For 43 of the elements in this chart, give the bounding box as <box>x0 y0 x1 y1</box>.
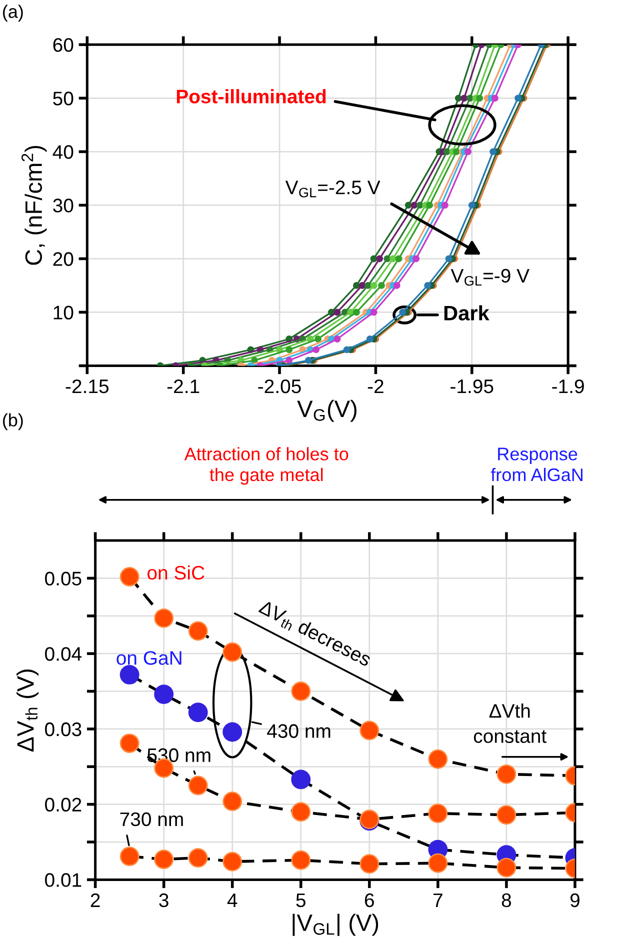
y-tick-label: 30 <box>53 198 74 212</box>
x-tick-label: -2.05 <box>258 379 301 394</box>
y-tick-label: 0.03 <box>45 722 82 736</box>
annotation: ΔV$_{th}$ decreses <box>256 599 373 670</box>
text: (a) <box>3 4 23 22</box>
annotation: on SiC <box>148 565 204 580</box>
x-tick-label: 7 <box>434 894 442 907</box>
y-tick-label: 50 <box>53 92 74 106</box>
annotation: Dark <box>444 305 490 320</box>
y-axis-title: ΔV$_{th}$ (V) <box>16 670 39 752</box>
x-tick-label: 5 <box>296 894 306 908</box>
x-tick-label: 6 <box>364 893 374 908</box>
annotation: 430 nm <box>267 724 330 738</box>
x-tick-label: 9 <box>570 893 580 908</box>
x-tick-label: 3 <box>159 893 168 908</box>
text: Response from AlGaN <box>490 448 582 482</box>
annotation: on GaN <box>116 651 182 665</box>
annotation: 730 nm <box>120 812 183 826</box>
annotation: V$_{GL}$=-2.5 V <box>285 180 380 198</box>
y-tick-label: 60 <box>53 38 74 52</box>
text: Attraction of holes to the gate metal <box>184 447 348 485</box>
y-tick-label: 0.01 <box>45 873 82 887</box>
y-tick-label: 20 <box>53 252 74 266</box>
x-tick-label: -2.1 <box>167 379 200 394</box>
x-tick-label: 2 <box>90 893 100 907</box>
x-tick-label: -1.9 <box>552 379 584 394</box>
text: (b) <box>3 413 23 430</box>
x-tick-label: -1.95 <box>450 379 494 394</box>
y-tick-label: 0.04 <box>45 647 82 661</box>
x-axis-title: |V$_{GL}$| (V) <box>292 914 378 936</box>
x-tick-label: -2.15 <box>66 379 108 394</box>
x-tick-label: 8 <box>502 893 511 908</box>
y-axis-title: C, (nF/cm$^{2}$) <box>22 146 47 265</box>
y-tick-label: 40 <box>52 145 74 159</box>
y-tick-label: 10 <box>54 306 74 320</box>
annotation: V$_{GL}$=-9 V <box>450 268 530 286</box>
x-tick-label: -2 <box>368 379 384 394</box>
x-tick-label: 4 <box>227 894 238 907</box>
y-tick-label: 0.02 <box>45 798 82 812</box>
y-tick-label: 0.05 <box>45 572 82 586</box>
annotation: ΔVth constant <box>474 704 546 744</box>
annotation: Post-illuminated <box>176 89 326 104</box>
x-axis-title: V$_{G}$(V) <box>297 400 356 422</box>
